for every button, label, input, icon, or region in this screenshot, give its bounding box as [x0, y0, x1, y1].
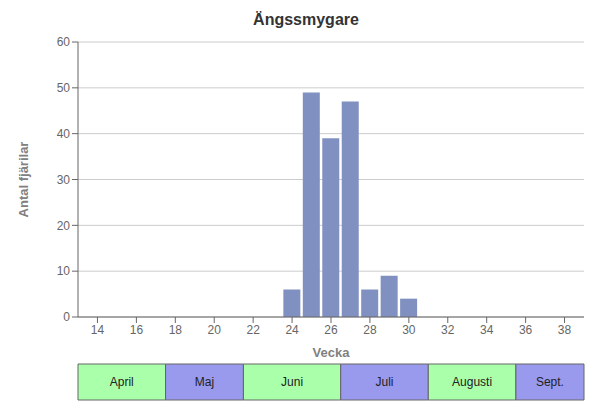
svg-text:34: 34	[480, 323, 494, 337]
svg-text:38: 38	[558, 323, 572, 337]
svg-text:24: 24	[285, 323, 299, 337]
svg-text:Juli: Juli	[376, 375, 394, 389]
svg-text:60: 60	[57, 35, 71, 49]
svg-text:Maj: Maj	[195, 375, 214, 389]
html-text:Ängssmygare: Ängssmygare	[253, 11, 359, 28]
svg-text:30: 30	[57, 173, 71, 187]
svg-text:20: 20	[57, 219, 71, 233]
svg-text:40: 40	[57, 127, 71, 141]
svg-text:0: 0	[63, 310, 70, 324]
svg-text:36: 36	[519, 323, 533, 337]
svg-text:14: 14	[91, 323, 105, 337]
svg-text:22: 22	[246, 323, 260, 337]
svg-text:18: 18	[169, 323, 183, 337]
svg-text:Vecka: Vecka	[313, 345, 351, 360]
svg-text:Augusti: Augusti	[452, 375, 492, 389]
svg-text:10: 10	[57, 264, 71, 278]
svg-text:Sept.: Sept.	[536, 375, 564, 389]
svg-text:16: 16	[130, 323, 144, 337]
svg-text:Antal fjärilar: Antal fjärilar	[16, 142, 31, 218]
svg-text:50: 50	[57, 81, 71, 95]
svg-text:30: 30	[402, 323, 416, 337]
svg-text:32: 32	[441, 323, 455, 337]
svg-text:28: 28	[363, 323, 377, 337]
svg-text:April: April	[110, 375, 134, 389]
svg-text:Juni: Juni	[281, 375, 303, 389]
svg-text:26: 26	[324, 323, 338, 337]
svg-text:20: 20	[208, 323, 222, 337]
